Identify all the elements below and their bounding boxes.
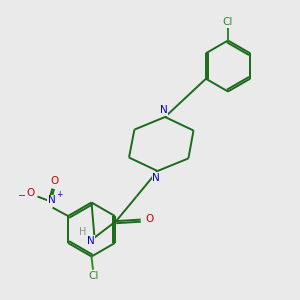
Text: O: O [50,176,59,187]
Text: N: N [160,105,167,116]
Text: N: N [48,195,56,205]
Text: Cl: Cl [223,17,233,27]
Text: O: O [146,214,154,224]
Text: −: − [18,191,26,202]
Text: +: + [56,190,62,199]
Text: H: H [80,226,87,237]
Text: N: N [87,236,95,246]
Text: Cl: Cl [88,271,99,281]
Text: O: O [26,188,35,198]
Text: N: N [152,172,160,183]
